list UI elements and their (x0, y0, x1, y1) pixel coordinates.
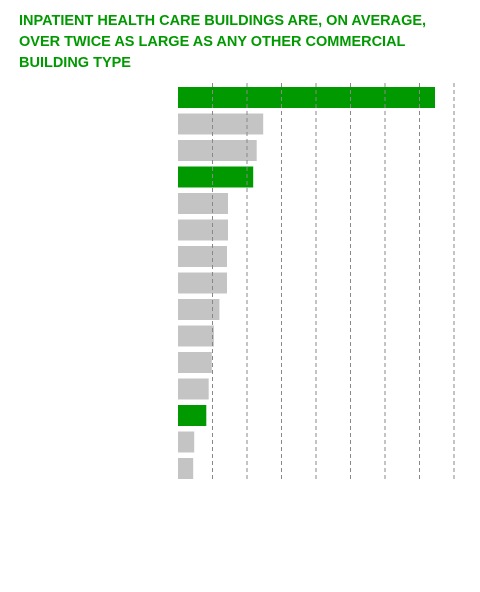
bar-11 (178, 352, 212, 373)
bar-12 (178, 378, 209, 400)
bar-6 (178, 219, 228, 241)
bar-2 (178, 113, 264, 135)
bars-group (178, 87, 435, 479)
chart-title: INPATIENT HEALTH CARE BUILDINGS ARE, ON … (19, 11, 459, 74)
bar-3 (178, 140, 257, 161)
bar-13 (178, 405, 207, 426)
gridlines-group (212, 83, 455, 481)
title-line-2: OVER TWICE AS LARGE AS ANY OTHER COMMERC… (19, 34, 406, 50)
bar-7 (178, 246, 227, 267)
bar-4 (178, 166, 254, 188)
bar-5 (178, 193, 228, 214)
bar-8 (178, 272, 227, 294)
title-line-1: INPATIENT HEALTH CARE BUILDINGS ARE, ON … (19, 13, 427, 29)
bar-1 (178, 87, 435, 108)
bar-10 (178, 325, 214, 347)
title-line-3: BUILDING TYPE (19, 55, 131, 71)
bar-9 (178, 299, 220, 320)
bar-14 (178, 431, 195, 453)
bar-15 (178, 458, 194, 479)
